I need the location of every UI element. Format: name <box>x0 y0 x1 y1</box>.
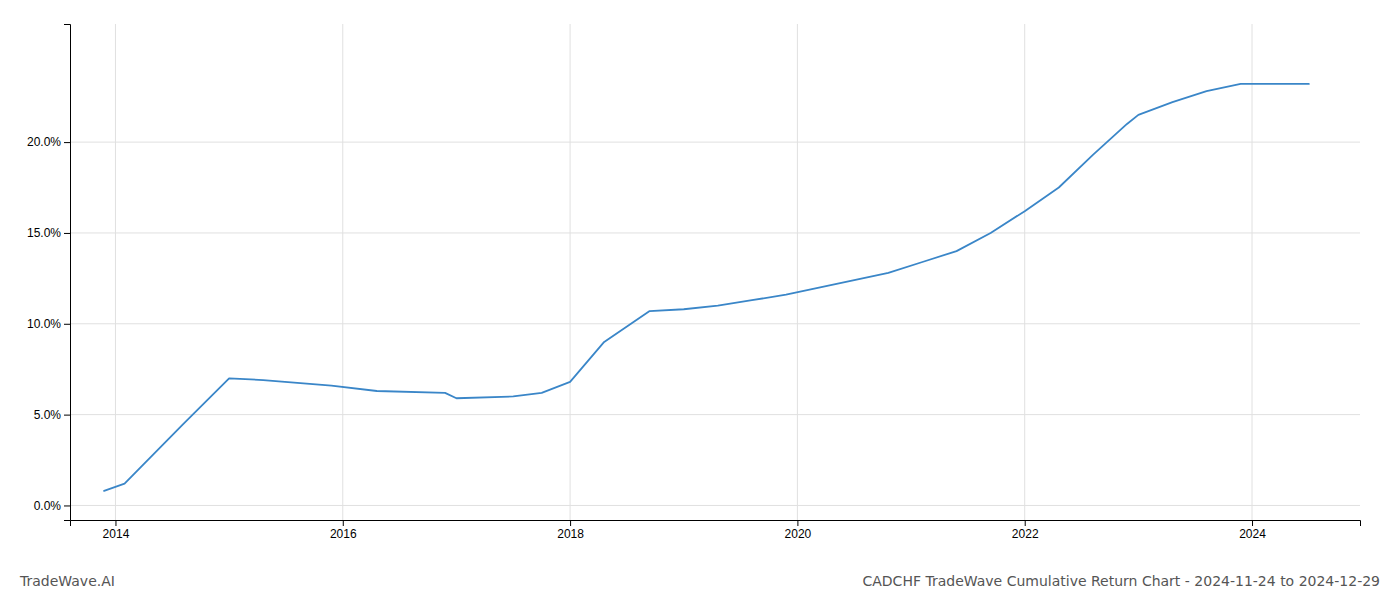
tick: 20.0% <box>27 135 70 149</box>
grid-line <box>115 24 116 520</box>
chart: 2014 2016 2018 2020 2022 2024 0.0% 5.0% 10.0% 15.… <box>0 0 1400 600</box>
tick-mark <box>797 520 798 526</box>
tick: 2014 <box>103 520 130 541</box>
grid-line <box>70 323 1360 324</box>
tick-label: 15.0% <box>27 226 61 240</box>
tick: 10.0% <box>27 317 70 331</box>
grid-line <box>1024 24 1025 520</box>
line <box>104 84 1309 491</box>
tick-label: 2022 <box>1012 527 1039 541</box>
tick-mark <box>115 520 116 526</box>
tick: 0.0% <box>34 499 70 513</box>
x-axis: 2014 2016 2018 2020 2022 2024 <box>71 520 1361 541</box>
grid-line <box>342 24 343 520</box>
grid-line <box>70 232 1360 233</box>
tick-label: 2020 <box>785 527 812 541</box>
tick-mark <box>64 142 70 143</box>
grid-line <box>70 414 1360 415</box>
grid-line <box>70 142 1360 143</box>
tick: 15.0% <box>27 226 70 240</box>
tick-mark <box>64 505 70 506</box>
tick: 2016 <box>330 520 357 541</box>
tick-label: 2018 <box>557 527 584 541</box>
tick: 2020 <box>785 520 812 541</box>
grid-line <box>797 24 798 520</box>
tick-mark <box>1252 520 1253 526</box>
tick: 2024 <box>1239 520 1266 541</box>
tick-mark <box>64 324 70 325</box>
tick-label: 2016 <box>330 527 357 541</box>
tick-label: 2014 <box>103 527 130 541</box>
title: CADCHF TradeWave Cumulative Return Chart… <box>862 573 1380 589</box>
tick-label: 0.0% <box>34 499 62 513</box>
tick-mark <box>570 520 571 526</box>
plot: 2014 2016 2018 2020 2022 2024 0.0% 5.0% 10.0% 15.… <box>27 24 1361 541</box>
tick-mark <box>343 520 344 526</box>
tick: 2018 <box>557 520 584 541</box>
tick-label: 2024 <box>1239 527 1266 541</box>
y-axis: 0.0% 5.0% 10.0% 15.0% 20.0% <box>27 25 71 521</box>
tick-label: 5.0% <box>34 408 62 422</box>
tick-mark <box>64 233 70 234</box>
tick-label: 10.0% <box>27 317 61 331</box>
axis-line <box>64 25 71 521</box>
tick: 5.0% <box>34 408 70 422</box>
axis-line <box>71 521 1361 527</box>
tick-label: 20.0% <box>27 135 61 149</box>
grid-line <box>1252 24 1253 520</box>
tick: 2022 <box>1012 520 1039 541</box>
grid-line <box>570 24 571 520</box>
tick-mark <box>1025 520 1026 526</box>
annotation: TradeWave.AI <box>19 573 115 589</box>
grid-line <box>70 505 1360 506</box>
grid <box>70 24 1360 520</box>
marks <box>104 84 1309 491</box>
tick-mark <box>64 415 70 416</box>
